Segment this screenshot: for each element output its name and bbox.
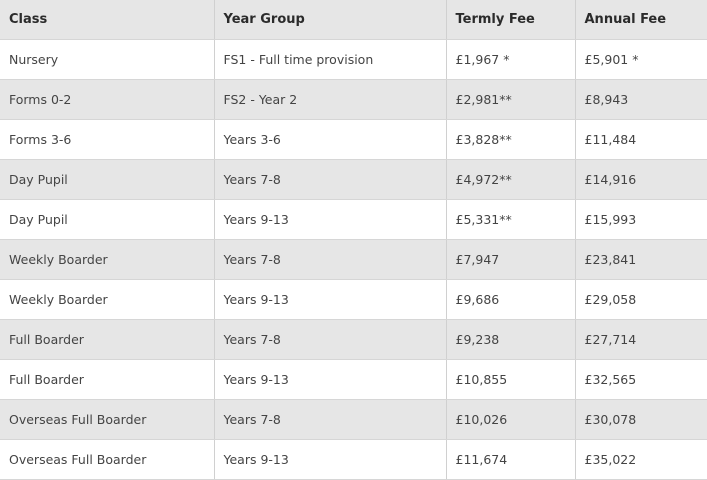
table-row: Full Boarder Years 9-13 £10,855 £32,565 — [0, 359, 707, 400]
cell-year-group: Years 3-6 — [214, 119, 447, 160]
cell-year-group: Years 9-13 — [214, 359, 447, 400]
cell-termly-fee: £10,855 — [446, 359, 576, 400]
cell-annual-fee: £35,022 — [575, 439, 707, 480]
header-annual-fee: Annual Fee — [575, 0, 707, 40]
cell-class: Weekly Boarder — [0, 239, 215, 280]
cell-annual-fee: £30,078 — [575, 399, 707, 440]
table-row: Day Pupil Years 7-8 £4,972** £14,916 — [0, 159, 707, 200]
cell-year-group: Years 7-8 — [214, 399, 447, 440]
cell-termly-fee: £1,967 * — [446, 39, 576, 80]
header-class: Class — [0, 0, 215, 40]
cell-class: Full Boarder — [0, 359, 215, 400]
fees-table-header: Class Year Group Termly Fee Annual Fee — [0, 0, 707, 40]
cell-annual-fee: £5,901 * — [575, 39, 707, 80]
cell-year-group: Years 9-13 — [214, 199, 447, 240]
cell-annual-fee: £32,565 — [575, 359, 707, 400]
cell-year-group: FS2 - Year 2 — [214, 79, 447, 120]
table-row: Day Pupil Years 9-13 £5,331** £15,993 — [0, 199, 707, 240]
cell-class: Full Boarder — [0, 319, 215, 360]
cell-termly-fee: £4,972** — [446, 159, 576, 200]
cell-class: Overseas Full Boarder — [0, 399, 215, 440]
cell-termly-fee: £9,238 — [446, 319, 576, 360]
table-row: Forms 0-2 FS2 - Year 2 £2,981** £8,943 — [0, 79, 707, 120]
cell-class: Forms 3-6 — [0, 119, 215, 160]
table-row: Weekly Boarder Years 7-8 £7,947 £23,841 — [0, 239, 707, 280]
cell-year-group: Years 9-13 — [214, 439, 447, 480]
cell-class: Overseas Full Boarder — [0, 439, 215, 480]
cell-year-group: Years 9-13 — [214, 279, 447, 320]
cell-annual-fee: £8,943 — [575, 79, 707, 120]
cell-class: Weekly Boarder — [0, 279, 215, 320]
cell-annual-fee: £23,841 — [575, 239, 707, 280]
header-year-group: Year Group — [214, 0, 447, 40]
cell-annual-fee: £14,916 — [575, 159, 707, 200]
header-row: Class Year Group Termly Fee Annual Fee — [0, 0, 707, 40]
cell-year-group: Years 7-8 — [214, 159, 447, 200]
cell-annual-fee: £15,993 — [575, 199, 707, 240]
cell-termly-fee: £7,947 — [446, 239, 576, 280]
header-termly-fee: Termly Fee — [446, 0, 576, 40]
cell-year-group: Years 7-8 — [214, 319, 447, 360]
table-row: Nursery FS1 - Full time provision £1,967… — [0, 39, 707, 80]
table-row: Overseas Full Boarder Years 9-13 £11,674… — [0, 439, 707, 480]
cell-termly-fee: £10,026 — [446, 399, 576, 440]
cell-termly-fee: £9,686 — [446, 279, 576, 320]
table-row: Forms 3-6 Years 3-6 £3,828** £11,484 — [0, 119, 707, 160]
cell-class: Forms 0-2 — [0, 79, 215, 120]
cell-annual-fee: £29,058 — [575, 279, 707, 320]
fees-table-body: Nursery FS1 - Full time provision £1,967… — [0, 39, 707, 480]
cell-termly-fee: £11,674 — [446, 439, 576, 480]
table-row: Full Boarder Years 7-8 £9,238 £27,714 — [0, 319, 707, 360]
table-row: Overseas Full Boarder Years 7-8 £10,026 … — [0, 399, 707, 440]
table-row: Weekly Boarder Years 9-13 £9,686 £29,058 — [0, 279, 707, 320]
cell-termly-fee: £3,828** — [446, 119, 576, 160]
cell-year-group: Years 7-8 — [214, 239, 447, 280]
cell-annual-fee: £11,484 — [575, 119, 707, 160]
cell-termly-fee: £5,331** — [446, 199, 576, 240]
cell-termly-fee: £2,981** — [446, 79, 576, 120]
cell-class: Day Pupil — [0, 159, 215, 200]
cell-class: Day Pupil — [0, 199, 215, 240]
cell-class: Nursery — [0, 39, 215, 80]
cell-year-group: FS1 - Full time provision — [214, 39, 447, 80]
cell-annual-fee: £27,714 — [575, 319, 707, 360]
